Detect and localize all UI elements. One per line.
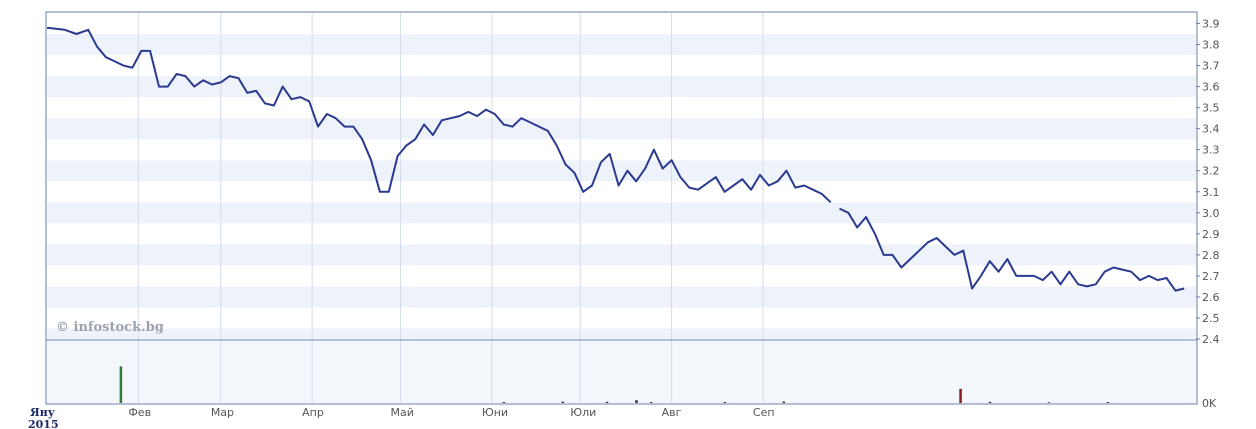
y-tick-label: 2.7: [1202, 270, 1220, 283]
volume-bar: [782, 401, 786, 403]
volume-bar: [635, 400, 638, 403]
volume-bar: [723, 402, 727, 403]
y-tick-label: 3.5: [1202, 102, 1220, 115]
volume-bar: [119, 366, 123, 403]
price-line-segment-2: [839, 207, 1185, 292]
price-band: [47, 265, 1196, 287]
y-tick-label: 2.5: [1202, 312, 1220, 325]
y-tick-label: 2.8: [1202, 249, 1220, 262]
volume-bar: [988, 401, 992, 403]
volume-band: [47, 341, 1196, 403]
price-band: [47, 76, 1196, 98]
volume-panel-border: [45, 339, 1198, 405]
volume-bar: [649, 402, 653, 403]
price-series: [46, 26, 1185, 292]
y-tick-label: 3.8: [1202, 39, 1220, 52]
watermark: © infostock.bg: [56, 320, 164, 335]
price-band: [47, 286, 1196, 308]
volume-bar: [561, 401, 565, 403]
volume-series: [119, 366, 1110, 403]
x-tick-label: Апр: [302, 406, 324, 419]
price-band: [47, 118, 1196, 140]
price-line-segment-1: [46, 26, 832, 204]
y-tick-label: 3.9: [1202, 18, 1220, 31]
price-band: [47, 160, 1196, 182]
y-tick-label: 3.7: [1202, 60, 1220, 73]
price-band: [47, 181, 1196, 203]
y-tick-label: 3.0: [1202, 207, 1220, 220]
vertical-grid-lines: [137, 13, 764, 403]
y-tick-label: 3.2: [1202, 165, 1220, 178]
price-band: [47, 139, 1196, 161]
volume-bar: [1106, 402, 1110, 403]
x-tick-label: Фев: [128, 406, 151, 419]
y-tick-label: 2.9: [1202, 228, 1220, 241]
volume-bar: [1047, 402, 1051, 403]
x-tick-label: Яну: [30, 406, 55, 419]
y-tick-label: 3.1: [1202, 186, 1220, 199]
price-band: [47, 13, 1196, 35]
volume-y-axis: 0K1000K2000K: [1202, 397, 1217, 410]
price-band: [47, 202, 1196, 224]
volume-tick-label: 0K: [1202, 397, 1217, 410]
y-tick-label: 3.6: [1202, 81, 1220, 94]
volume-bar: [502, 402, 506, 403]
price-y-axis: 2.4 2.5 2.6 2.7 2.8 2.9 3.0 3.1 3.2 3.3 3.4 3.5 3.6 3…: [1196, 18, 1220, 346]
price-band: [47, 244, 1196, 266]
price-band: [47, 307, 1196, 329]
price-band: [47, 328, 1196, 339]
price-band: [47, 97, 1196, 119]
price-background-bands: [47, 13, 1196, 403]
volume-bar: [605, 401, 609, 403]
x-tick-label: Сеп: [753, 406, 775, 419]
x-year-label: 2015: [28, 418, 59, 429]
price-band: [47, 55, 1196, 77]
y-tick-label: 2.6: [1202, 291, 1220, 304]
y-tick-label: 2.4: [1202, 333, 1220, 346]
x-tick-label: Юли: [570, 406, 596, 419]
x-tick-label: Май: [391, 406, 414, 419]
x-tick-label: Юни: [482, 406, 508, 419]
price-band: [47, 34, 1196, 56]
y-tick-label: 3.3: [1202, 144, 1220, 157]
x-axis: Яну Фев Мар Апр Май Юни Юли Авг Сеп 2015: [28, 406, 775, 429]
y-tick-label: 3.4: [1202, 123, 1220, 136]
x-tick-label: Авг: [662, 406, 682, 419]
x-tick-label: Мар: [211, 406, 234, 419]
price-band: [47, 223, 1196, 245]
volume-bar: [959, 388, 962, 403]
